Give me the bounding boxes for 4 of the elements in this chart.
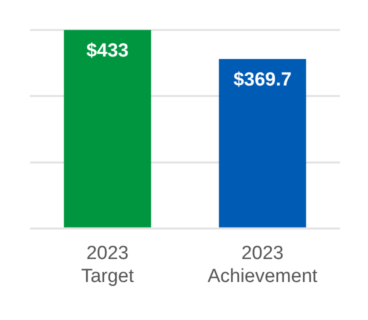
data-label: $433: [86, 40, 129, 62]
x-tick-label: 2023 Achievement: [208, 243, 318, 287]
data-label: $369.7: [233, 70, 292, 91]
x-tick-label: 2023 Target: [81, 243, 135, 287]
